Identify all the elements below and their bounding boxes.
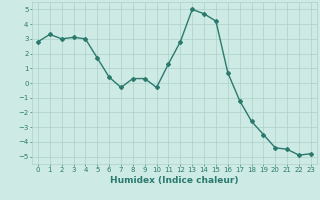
X-axis label: Humidex (Indice chaleur): Humidex (Indice chaleur) bbox=[110, 176, 239, 185]
